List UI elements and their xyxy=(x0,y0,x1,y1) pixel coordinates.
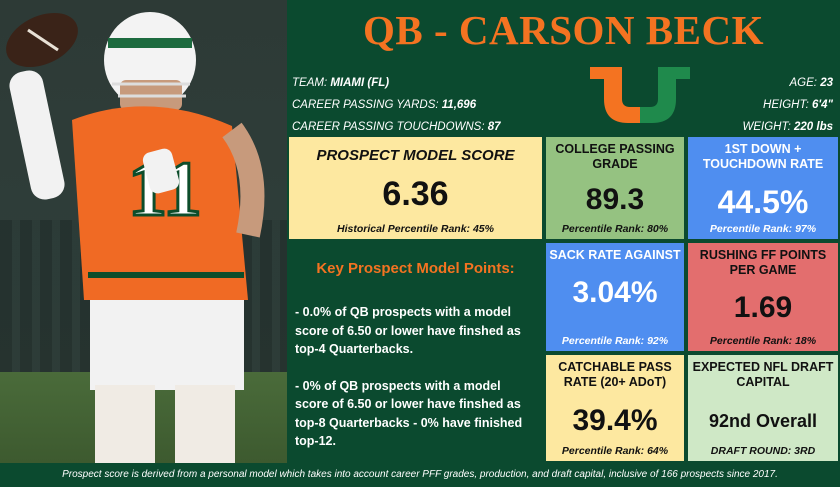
catchable-pass-value: 39.4% xyxy=(572,404,658,437)
team-line: TEAM: MIAMI (FL) xyxy=(292,77,390,89)
quarterback-figure: 11 xyxy=(6,12,265,463)
weight-line: WEIGHT: 220 lbs xyxy=(742,121,833,133)
passing-grade-label: COLLEGE PASSING GRADE xyxy=(555,142,675,171)
sack-rate-label: SACK RATE AGAINST xyxy=(549,248,681,262)
first-down-td-value: 44.5% xyxy=(717,184,809,220)
height-line: HEIGHT: 6'4" xyxy=(763,99,833,111)
age-value: 23 xyxy=(820,77,833,89)
passing-grade-rank: Percentile Rank: 80% xyxy=(561,223,669,235)
team-value: MIAMI (FL) xyxy=(330,77,390,89)
prospect-score-rank: Historical Percentile Rank: 45% xyxy=(337,223,494,235)
age-line: AGE: 23 xyxy=(789,77,833,89)
miami-u-logo xyxy=(590,67,690,123)
prospect-score-value: 6.36 xyxy=(382,175,449,213)
key-points-panel: Key Prospect Model Points: - 0.0% of QB … xyxy=(287,241,544,463)
catchable-pass-label: CATCHABLE PASS RATE (20+ ADoT) xyxy=(558,360,672,389)
key-points-heading: Key Prospect Model Points: xyxy=(316,260,515,277)
draft-capital-card: EXPECTED NFL DRAFT CAPITAL 92nd Overall … xyxy=(686,353,840,463)
header-panel: QB - CARSON BECK TEAM: MIAMI (FL) CAREER… xyxy=(287,0,840,135)
sack-rate-rank: Percentile Rank: 92% xyxy=(561,335,669,347)
key-point-1: - 0.0% of QB prospects with a model scor… xyxy=(295,305,521,356)
prospect-score-card: PROSPECT MODEL SCORE 6.36 Historical Per… xyxy=(287,135,544,241)
rushing-ff-label: RUSHING FF POINTS PER GAME xyxy=(699,248,827,277)
player-photo: 11 xyxy=(0,0,287,463)
draft-capital-value: 92nd Overall xyxy=(708,411,818,431)
yards-line: CAREER PASSING YARDS: 11,696 xyxy=(292,99,477,111)
first-down-td-label: 1ST DOWN + TOUCHDOWN RATE xyxy=(702,142,824,171)
player-stats-right: AGE: 23 HEIGHT: 6'4" WEIGHT: 220 lbs xyxy=(742,72,833,138)
rushing-ff-card: RUSHING FF POINTS PER GAME 1.69 Percenti… xyxy=(686,241,840,353)
sack-rate-card: SACK RATE AGAINST 3.04% Percentile Rank:… xyxy=(544,241,686,353)
player-stats-left: TEAM: MIAMI (FL) CAREER PASSING YARDS: 1… xyxy=(292,72,501,138)
prospect-score-label: PROSPECT MODEL SCORE xyxy=(316,147,515,164)
passing-grade-value: 89.3 xyxy=(585,183,645,216)
weight-value: 220 lbs xyxy=(794,121,833,133)
footer-note: Prospect score is derived from a persona… xyxy=(0,463,840,487)
rushing-ff-rank: Percentile Rank: 18% xyxy=(709,335,817,347)
yards-value: 11,696 xyxy=(441,99,477,111)
page-title: QB - CARSON BECK xyxy=(363,7,764,53)
draft-round: DRAFT ROUND: 3RD xyxy=(710,445,816,457)
catchable-pass-card: CATCHABLE PASS RATE (20+ ADoT) 39.4% Per… xyxy=(544,353,686,463)
first-down-td-card: 1ST DOWN + TOUCHDOWN RATE 44.5% Percenti… xyxy=(686,135,840,241)
rushing-ff-value: 1.69 xyxy=(733,291,793,324)
sack-rate-value: 3.04% xyxy=(572,276,658,309)
draft-capital-label: EXPECTED NFL DRAFT CAPITAL xyxy=(692,360,834,389)
first-down-td-rank: Percentile Rank: 97% xyxy=(709,223,817,235)
touchdowns-value: 87 xyxy=(487,121,501,133)
catchable-pass-rank: Percentile Rank: 64% xyxy=(561,445,669,457)
height-value: 6'4" xyxy=(812,99,833,111)
key-point-2: - 0% of QB prospects with a model score … xyxy=(295,378,523,449)
touchdowns-line: CAREER PASSING TOUCHDOWNS: 87 xyxy=(292,121,501,133)
passing-grade-card: COLLEGE PASSING GRADE 89.3 Percentile Ra… xyxy=(544,135,686,241)
